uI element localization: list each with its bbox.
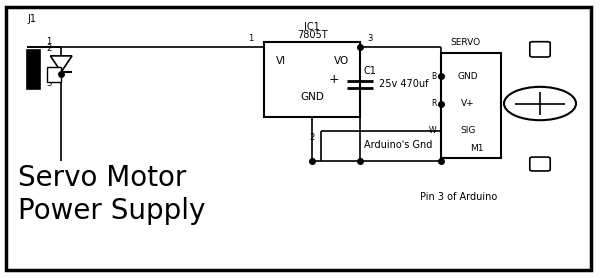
Text: GND: GND bbox=[458, 71, 478, 81]
Text: V+: V+ bbox=[461, 99, 475, 108]
Text: 3: 3 bbox=[367, 34, 373, 43]
Text: SIG: SIG bbox=[460, 126, 476, 135]
Text: 1: 1 bbox=[46, 37, 52, 46]
FancyBboxPatch shape bbox=[530, 157, 550, 171]
Bar bbox=[264, 42, 360, 117]
Text: W: W bbox=[428, 126, 436, 135]
Text: VO: VO bbox=[334, 56, 349, 66]
Text: 2: 2 bbox=[310, 133, 314, 142]
Text: 3: 3 bbox=[46, 79, 52, 88]
Text: 7805T: 7805T bbox=[296, 30, 328, 40]
Text: GND: GND bbox=[300, 92, 324, 102]
Text: J1: J1 bbox=[27, 14, 36, 24]
Text: 1: 1 bbox=[248, 34, 253, 43]
Text: R: R bbox=[431, 99, 436, 108]
Text: Pin 3 of Arduino: Pin 3 of Arduino bbox=[421, 192, 497, 202]
Bar bbox=[47, 67, 61, 82]
Text: C1: C1 bbox=[363, 66, 376, 76]
Text: 25v 470uf: 25v 470uf bbox=[379, 79, 428, 89]
Bar bbox=[27, 50, 40, 89]
Text: 2: 2 bbox=[46, 44, 52, 53]
Text: SERVO: SERVO bbox=[450, 38, 480, 47]
Text: B: B bbox=[431, 71, 436, 81]
Text: +: + bbox=[329, 73, 340, 86]
FancyBboxPatch shape bbox=[530, 42, 550, 57]
Text: IC1: IC1 bbox=[304, 22, 320, 32]
Text: M1: M1 bbox=[470, 144, 484, 153]
Bar bbox=[441, 53, 501, 158]
Text: Arduino's Gnd: Arduino's Gnd bbox=[364, 140, 432, 150]
Text: Servo Motor
Power Supply: Servo Motor Power Supply bbox=[18, 164, 205, 225]
Text: VI: VI bbox=[276, 56, 286, 66]
Polygon shape bbox=[50, 56, 72, 72]
Circle shape bbox=[504, 87, 576, 120]
